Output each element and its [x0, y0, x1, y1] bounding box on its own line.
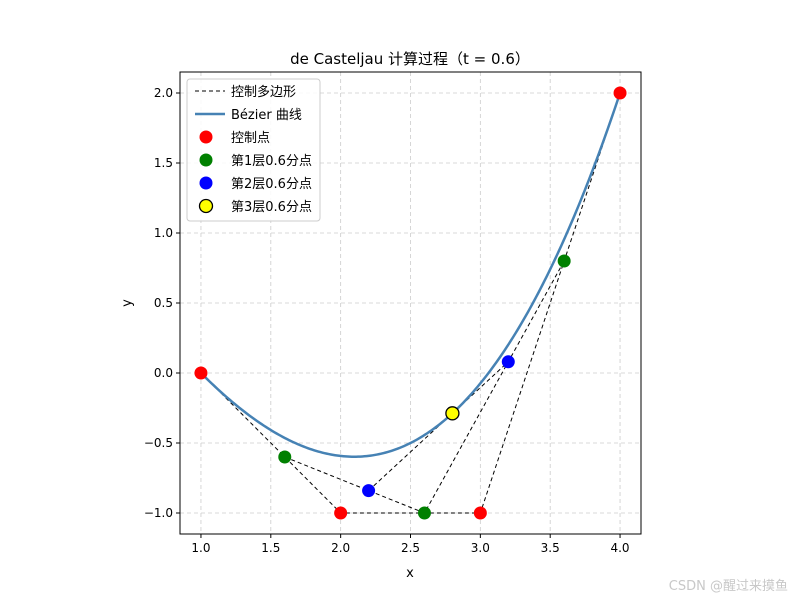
x-tick-label: 1.5 — [261, 541, 280, 555]
plot-area — [194, 86, 627, 520]
point-series-1 — [194, 366, 208, 380]
point-series-2 — [557, 254, 571, 268]
chart-title: de Casteljau 计算过程（t = 0.6） — [290, 50, 530, 68]
legend-label: 第3层0.6分点 — [231, 200, 312, 215]
watermark: CSDN @醒过来摸鱼 — [668, 579, 788, 594]
legend-label: 控制多边形 — [231, 84, 296, 100]
x-tick-label: 1.0 — [191, 541, 210, 555]
point-series-4 — [445, 406, 460, 421]
x-tick-label: 2.5 — [401, 541, 420, 555]
y-axis-label: y — [120, 299, 135, 307]
x-tick-label: 3.0 — [471, 541, 490, 555]
point-series-2 — [278, 450, 292, 464]
y-tick-label: 1.5 — [154, 156, 173, 170]
y-tick-label: 1.0 — [154, 226, 173, 240]
y-tick-label: −1.0 — [144, 506, 173, 520]
legend-swatch-marker — [198, 198, 214, 214]
legend-swatch-marker — [199, 130, 213, 144]
point-series-1 — [613, 86, 627, 100]
construction-line — [368, 361, 509, 491]
point-series-2 — [417, 506, 431, 520]
x-axis-label: x — [406, 566, 414, 581]
y-tick-label: −0.5 — [144, 436, 173, 450]
legend: 控制多边形 Bézier 曲线控制点第1层0.6分点第2层0.6分点第3层0.6分… — [186, 78, 321, 222]
x-tick-label: 3.5 — [541, 541, 560, 555]
y-tick-label: 2.0 — [154, 86, 173, 100]
legend-label: Bézier 曲线 — [231, 108, 302, 123]
point-series-3 — [362, 484, 376, 498]
control-polygon — [200, 92, 621, 514]
legend-swatch-marker — [199, 153, 213, 167]
point-series-1 — [473, 506, 487, 520]
y-tick-label: 0.5 — [154, 296, 173, 310]
bezier-curve — [200, 92, 622, 458]
point-series-1 — [334, 506, 348, 520]
legend-label: 第2层0.6分点 — [231, 177, 312, 192]
legend-label: 第1层0.6分点 — [231, 154, 312, 169]
axes-ticks: 1.0 1.5 2.0 2.5 3.0 3.5 4.0 −1.0 −0.5 0.0 0.5 1.0 1.… — [144, 86, 630, 555]
point-series-3 — [501, 355, 515, 369]
y-tick-label: 0.0 — [154, 366, 173, 380]
legend-label: 控制点 — [231, 131, 270, 146]
legend-swatch-marker — [199, 176, 213, 190]
x-tick-label: 4.0 — [610, 541, 629, 555]
x-tick-label: 2.0 — [331, 541, 350, 555]
